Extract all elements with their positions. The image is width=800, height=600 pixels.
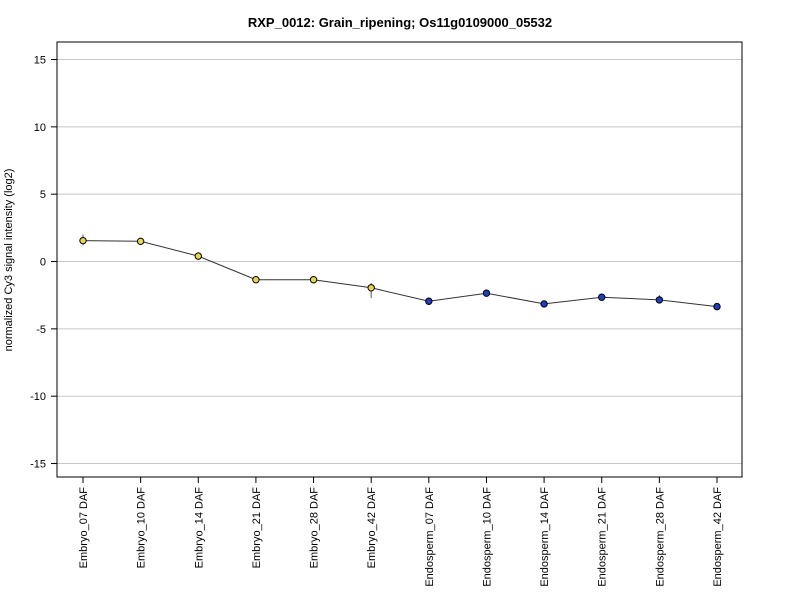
x-tick-label: Endosperm_10 DAF (481, 487, 493, 587)
y-tick-label: -10 (30, 391, 46, 403)
data-point (79, 236, 87, 245)
data-point (713, 302, 721, 311)
data-point (309, 276, 318, 284)
grid-layer (57, 59, 742, 465)
data-point (540, 300, 548, 308)
data-point (482, 289, 491, 297)
y-axis: -15 -10 -5 0 5 10 15 (30, 55, 57, 471)
x-tick-label: Endosperm_07 DAF (424, 487, 436, 587)
y-tick-label: 10 (34, 122, 46, 134)
x-tick-label: Embryo_07 DAF (78, 487, 90, 569)
data-point (598, 293, 606, 301)
x-tick-label: Endosperm_21 DAF (597, 487, 609, 587)
x-tick-label: Embryo_21 DAF (251, 487, 263, 569)
x-tick-label: Endosperm_42 DAF (712, 487, 724, 587)
y-tick-label: -15 (30, 459, 46, 471)
data-point (194, 252, 202, 260)
x-tick-label: Embryo_14 DAF (193, 487, 205, 569)
y-axis-label: normalized Cy3 signal intensity (log2) (3, 169, 15, 352)
point-layer (79, 236, 721, 311)
data-point (655, 296, 664, 304)
plot-frame (56, 41, 743, 478)
series-line-layer (82, 240, 718, 308)
x-tick-label: Embryo_28 DAF (309, 487, 321, 569)
series-line (82, 240, 718, 308)
x-tick-label: Endosperm_28 DAF (654, 487, 666, 587)
data-point (252, 276, 260, 284)
data-point (425, 297, 433, 305)
x-tick-label: Embryo_42 DAF (366, 487, 378, 569)
y-tick-label: 15 (34, 55, 46, 67)
x-axis: Embryo_07 DAF Embryo_10 DAF Embryo_14 DAF E… (78, 477, 724, 587)
y-tick-label: 0 (40, 257, 46, 269)
chart-title: RXP_0012: Grain_ripening; Os11g0109000_0… (248, 15, 552, 30)
y-tick-label: -5 (36, 324, 46, 336)
x-tick-label: Endosperm_14 DAF (539, 487, 551, 587)
data-point (367, 284, 375, 292)
y-tick-label: 5 (40, 189, 46, 201)
data-point (136, 237, 145, 246)
x-tick-label: Embryo_10 DAF (136, 487, 148, 569)
